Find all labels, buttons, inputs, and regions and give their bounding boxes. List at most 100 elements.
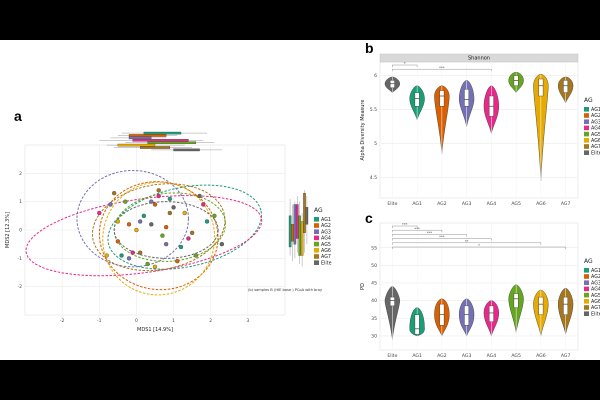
panel-b-box <box>464 89 470 107</box>
panel-c-x-tick-label: AG4 <box>487 353 497 359</box>
panel-a-ellipse-ag5 <box>113 192 226 262</box>
panel-a-point-ag2 <box>126 222 132 227</box>
panel-c-legend-label: AG2 <box>591 274 600 280</box>
panel-a-top-box-ag6 <box>117 143 156 147</box>
panel-a-legend-key <box>314 241 319 247</box>
panel-c-legend-label: AG3 <box>591 280 600 286</box>
panel-b-box <box>439 90 445 107</box>
panel-a-x-axis-label: MDS1 [14.9%] <box>137 327 173 333</box>
panel-a-x-tick-label: -1 <box>97 318 102 324</box>
panel-a-right-box-ag2 <box>291 224 294 242</box>
panel-b-legend-key <box>584 138 589 143</box>
panel-c-legend-label: AG5 <box>591 293 600 299</box>
panel-a-legend-label: AG2 <box>321 223 331 229</box>
panel-a-legend-label: AG1 <box>321 217 331 223</box>
panel-c-y-tick-label: 35 <box>371 316 377 322</box>
panel-a-point-ag4 <box>97 210 102 216</box>
panel-c-x-tick-label: AG1 <box>412 353 422 359</box>
panel-a-y-tick-label: 0 <box>19 228 22 234</box>
panel-c-legend-key <box>584 292 589 298</box>
panel-c-y-axis-label: PD <box>360 283 366 290</box>
panel-a-legend-key <box>314 260 319 265</box>
panel-b-legend-label: Elite <box>591 150 600 156</box>
panel-a-y-tick-label: -1 <box>18 256 23 262</box>
panel-a-point-ag4 <box>130 250 135 255</box>
panel-c-x-tick-label: AG3 <box>462 353 472 359</box>
footnote-caption: (b) samples B (HIE base ) PCoA with bray <box>248 288 323 292</box>
panel-a-y-axis-label: MDS2 [12.3%] <box>5 212 11 248</box>
panel-c-significance-label: *** <box>402 223 408 227</box>
panel-b-y-tick-label: 5 <box>374 141 377 147</box>
panel-b-legend-label: AG3 <box>591 119 600 125</box>
panel-a-top-box-ag7 <box>139 146 171 149</box>
panel-a-legend-key <box>314 235 319 241</box>
panel-a-point-elite <box>219 242 225 247</box>
panel-c-legend-key <box>584 286 589 292</box>
panel-a-point-ag2 <box>163 225 169 230</box>
panel-b-legend-key <box>584 107 589 112</box>
panel-a-point-ag6 <box>152 264 158 269</box>
panel-b-y-tick-label: 6 <box>374 73 377 79</box>
figure-canvas: a b c -2 -1 0 1 2 3 -2 -1 0 1 2 MDS1 [14.9%] MDS2 [1… <box>0 40 600 360</box>
panel-b-box <box>563 80 569 93</box>
panel-c-letter: c <box>365 210 373 226</box>
panel-c-legend-key <box>584 274 589 279</box>
panel-a-top-box-elite <box>173 148 200 152</box>
panel-a-x-tick-label: 2 <box>209 318 212 324</box>
panel-a-right-box-ag5 <box>298 215 301 256</box>
panel-b-significance-bracket <box>392 64 418 67</box>
panel-c-legend-label: Elite <box>591 311 600 317</box>
panel-a-pcoa-plot: -2 -1 0 1 2 3 -2 -1 0 1 2 MDS1 [14.9%] MDS2 [12.3%] A… <box>5 131 332 333</box>
panel-b-legend-key <box>584 119 589 124</box>
panel-c-legend-label: AG7 <box>591 305 600 311</box>
panel-c-legend-label: AG6 <box>591 299 600 305</box>
panel-a-y-tick-label: 2 <box>19 171 22 177</box>
panel-a-y-tick-label: -2 <box>18 284 23 290</box>
panel-a-ellipse-ag2 <box>98 181 219 291</box>
panel-b-box <box>414 92 420 107</box>
panel-a-right-box-ag7 <box>303 193 306 233</box>
panel-a-top-box-ag3 <box>128 136 152 140</box>
panel-a-legend-title: AG <box>314 207 323 214</box>
panel-b-box <box>513 75 519 87</box>
panel-a-legend-label: AG6 <box>321 248 331 254</box>
panel-a-top-box-ag2 <box>128 134 167 137</box>
panel-c-significance-label: *** <box>427 231 433 235</box>
panel-b-legend-key <box>584 150 589 155</box>
panel-b-legend-label: AG4 <box>591 126 600 132</box>
panel-c-significance-label: * <box>478 244 480 248</box>
panel-c-box <box>538 296 544 315</box>
panel-a-point-ag1 <box>141 213 147 218</box>
panel-a-y-tick-label: 1 <box>19 199 22 205</box>
panel-a-point-elite <box>149 222 154 227</box>
panel-a-point-elite <box>197 193 202 199</box>
panel-b-x-tick-label: AG4 <box>487 201 497 207</box>
panel-c-significance-bracket <box>392 225 418 228</box>
panel-c-legend-key <box>584 268 589 273</box>
panel-b-legend-label: AG5 <box>591 132 600 138</box>
panel-b-facet-strip <box>379 53 579 63</box>
panel-a-letter: a <box>14 108 22 124</box>
panel-a-right-box-elite <box>305 207 309 225</box>
panel-c-box <box>488 305 494 322</box>
panel-c-y-tick-label: 45 <box>371 281 377 287</box>
panel-c-legend-title: AG <box>584 258 593 265</box>
panel-b-legend-title: AG <box>584 97 593 104</box>
panel-a-ellipse-ag7 <box>91 183 226 272</box>
panel-c-y-tick-label: 30 <box>371 333 377 339</box>
panel-a-point-ag5 <box>212 213 217 218</box>
panel-a-point-ag6 <box>182 210 187 216</box>
panel-c-legend-key <box>584 311 589 316</box>
panel-c-significance-label: ** <box>465 239 469 243</box>
panel-a-point-ag4 <box>201 202 206 207</box>
panel-a-point-ag3 <box>149 199 154 204</box>
panel-a-point-ag5 <box>193 253 199 258</box>
panel-a-point-ag1 <box>119 253 124 258</box>
panel-c-y-tick-label: 50 <box>371 263 377 269</box>
panel-a-right-box-ag3 <box>293 204 297 245</box>
panel-a-legend-key <box>314 223 319 228</box>
panel-b-legend-label: AG6 <box>591 138 600 144</box>
panel-a-legend-label: AG5 <box>321 242 331 248</box>
panel-a-point-ag2 <box>175 259 180 264</box>
panel-c-box <box>414 314 420 335</box>
